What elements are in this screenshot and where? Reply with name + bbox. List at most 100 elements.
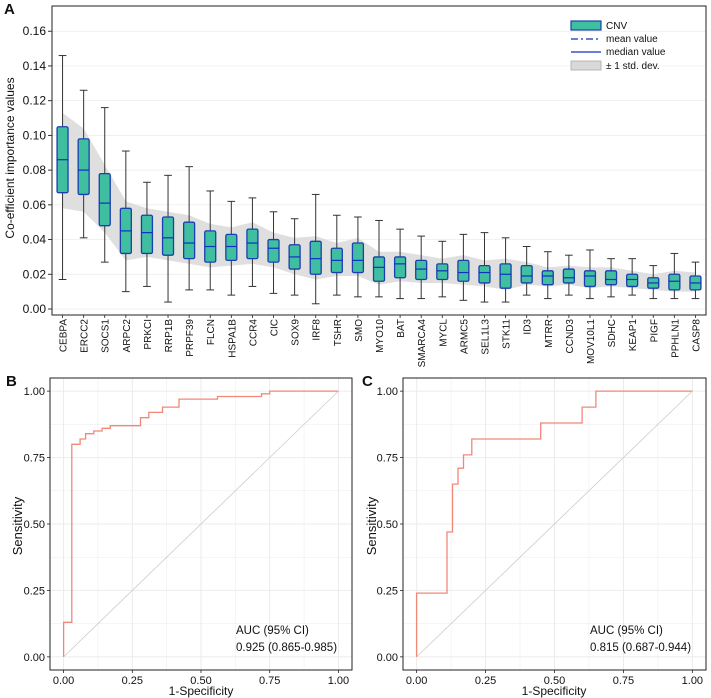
x-tick-label-HSPA1B: HSPA1B: [227, 319, 238, 358]
box-CEBPA: [56, 55, 69, 280]
x-tick-label-KEAP1: KEAP1: [628, 319, 639, 352]
legend-cnv-swatch: [570, 20, 602, 31]
legend-std-label: ± 1 std. dev.: [606, 61, 660, 72]
panel-b-auc-title: AUC (95% CI): [236, 625, 309, 637]
panel-a-legend: CNV mean value median value ± 1 std. dev…: [570, 20, 666, 72]
box-CCR4: [246, 197, 259, 287]
box-body: [436, 263, 449, 281]
box-ID3: [520, 246, 533, 296]
box-body: [161, 216, 175, 256]
x-tick-label-CIC: CIC: [270, 319, 281, 336]
x-tick-label-TSHR: TSHR: [333, 319, 344, 346]
box-body: [77, 138, 90, 196]
x-tick-label-PPHLN1: PPHLN1: [670, 319, 681, 358]
reference-diagonal: [416, 390, 693, 658]
panel-c-label: C: [362, 373, 373, 390]
x-tick-label-MTRR: MTRR: [544, 319, 555, 348]
x-tick-label-ID3: ID3: [523, 319, 534, 335]
panel-c-y-axis-label: Sensitivity: [364, 496, 379, 555]
box-body: [668, 273, 681, 291]
panel-a-std-band: [62, 112, 696, 292]
legend-mean-label: mean value: [606, 34, 658, 45]
y-tick-label: 0.50: [377, 519, 398, 531]
y-tick-label: 0.25: [377, 585, 398, 597]
x-tick-label-PRPF39: PRPF39: [185, 319, 196, 357]
box-PRKCI: [140, 181, 154, 287]
y-tick-label: 1.00: [377, 386, 398, 398]
box-body: [393, 256, 407, 279]
panel-a-axes: CEBPA ERCC2 SOCS1 ARPC2 PRKCI RRP1B PRPF39 FLCN…: [23, 5, 707, 367]
box-SOCS1: [98, 107, 111, 263]
x-tick-label-MYO10: MYO10: [375, 319, 386, 353]
panel-b-label: B: [6, 373, 17, 390]
legend-std-swatch: [570, 60, 602, 71]
box-BAT: [393, 228, 407, 300]
panel-b-y-axis-label: Sensitivity: [10, 496, 25, 555]
box-CASP8: [689, 261, 702, 300]
box-body: [562, 268, 576, 284]
box-body: [309, 240, 322, 275]
x-tick-label-SOCS1: SOCS1: [101, 319, 112, 353]
box-MOV10L1: [583, 249, 597, 300]
panel-c-auc-value: 0.815 (0.687-0.944): [590, 642, 691, 654]
y-tick-label: 0.10: [23, 128, 47, 142]
box-RRP1B: [161, 174, 175, 303]
x-tick-label-ARMC5: ARMC5: [459, 319, 470, 354]
box-SDHC: [604, 258, 618, 298]
box-CIC: [267, 211, 280, 294]
x-tick-label: 0.00: [406, 675, 427, 687]
box-body: [520, 264, 533, 284]
x-tick-label: 0.75: [259, 675, 280, 687]
box-body: [626, 273, 639, 288]
x-tick-label-PRKCI: PRKCI: [143, 319, 154, 350]
y-tick-label: 0.00: [24, 652, 45, 664]
box-body: [415, 259, 428, 281]
box-ARMC5: [457, 233, 470, 301]
panel-c-x-axis-label: 1-Specificity: [522, 684, 587, 698]
box-PPHLN1: [668, 252, 681, 300]
roc-curve: [415, 390, 693, 657]
panel-a-chart: A CEBPA ERCC2 SOCS1 ARPC2 PRKCI RRP1B PRPF39 FL…: [3, 1, 707, 367]
x-tick-label-ERCC2: ERCC2: [80, 319, 91, 353]
panel-b-chart: B 0.00 0.00 0.25 0.25 0.50 0.50 0.75 0.75 1.00 1.…: [6, 373, 353, 698]
box-KEAP1: [626, 258, 639, 296]
std-band: [62, 112, 696, 292]
box-CCND3: [562, 254, 576, 296]
x-tick-label-PIGF: PIGF: [649, 319, 660, 342]
panel-b-auc-value: 0.925 (0.865-0.985): [236, 642, 337, 654]
panel-a-label: A: [4, 1, 15, 18]
x-tick-label-MOV10L1: MOV10L1: [586, 319, 597, 364]
box-MYO10: [372, 219, 386, 298]
x-tick-label-MYCL: MYCL: [438, 319, 449, 347]
box-SOX9: [288, 218, 301, 296]
y-tick-label: 0.02: [23, 267, 47, 281]
legend-median-label: median value: [606, 47, 666, 58]
panel-c-auc-title: AUC (95% CI): [590, 625, 663, 637]
x-tick-label-SMO: SMO: [354, 319, 365, 342]
y-tick-label: 0.75: [24, 453, 45, 465]
x-tick-label-STK11: STK11: [502, 319, 513, 349]
panel-a-y-axis-label: Co-efficient importance values: [3, 77, 17, 238]
y-tick-label: 0.25: [24, 585, 45, 597]
box-body: [372, 256, 386, 282]
box-body: [457, 259, 470, 282]
box-body: [267, 238, 280, 263]
box-body: [246, 228, 259, 260]
x-tick-label-CASP8: CASP8: [691, 319, 702, 352]
x-tick-label-IRF8: IRF8: [312, 319, 323, 341]
box-body: [478, 264, 491, 284]
box-IRF8: [309, 193, 322, 305]
y-tick-label: 0.16: [23, 24, 47, 38]
box-STK11: [499, 237, 512, 303]
x-tick-label: 1.00: [328, 675, 349, 687]
y-tick-label: 0.08: [23, 163, 47, 177]
panel-c-chart: C 0.00 0.00 0.25 0.25 0.50 0.50 0.75 0.75 1.00 1.…: [362, 373, 707, 698]
x-tick-label-ARPC2: ARPC2: [122, 319, 133, 353]
x-tick-label-FLCN: FLCN: [206, 319, 217, 345]
panel-a-boxes: [56, 55, 702, 305]
x-tick-label-BAT: BAT: [396, 319, 407, 338]
x-tick-label-CEBPA: CEBPA: [59, 319, 70, 352]
x-tick-label-SEL1L3: SEL1L3: [480, 319, 491, 355]
x-tick-label-SDHC: SDHC: [607, 319, 618, 347]
